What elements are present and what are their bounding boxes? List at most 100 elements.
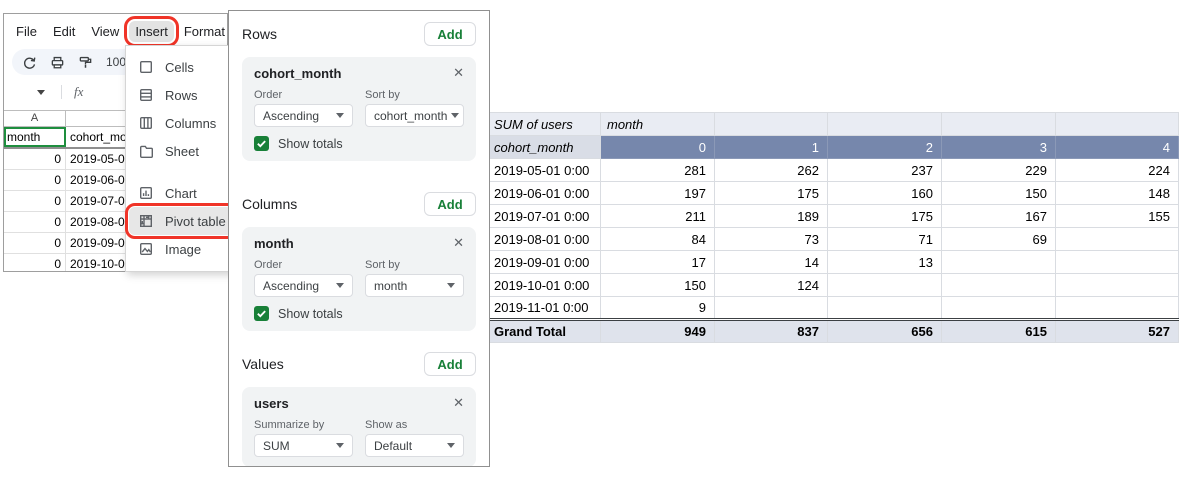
columns-add-button[interactable]: Add xyxy=(424,192,476,216)
summarize-by-select[interactable]: SUM xyxy=(254,434,353,457)
menu-file[interactable]: File xyxy=(16,23,37,39)
cell[interactable]: 150 xyxy=(941,181,1056,205)
order-select[interactable]: Ascending xyxy=(254,274,353,297)
row-label[interactable]: 2019-05-01 0:00 xyxy=(487,158,601,182)
cell[interactable]: 224 xyxy=(1055,158,1179,182)
cell[interactable]: 167 xyxy=(941,204,1056,228)
cell[interactable]: 155 xyxy=(1055,204,1179,228)
sort-by-select[interactable]: cohort_month xyxy=(365,104,464,127)
cell[interactable]: 160 xyxy=(827,181,942,205)
cell[interactable]: 69 xyxy=(941,227,1056,251)
cell[interactable]: 0 xyxy=(4,170,66,190)
cell[interactable] xyxy=(941,273,1056,297)
cell[interactable]: 0 xyxy=(4,233,66,253)
cell[interactable]: 0 xyxy=(4,149,66,169)
cell[interactable]: 189 xyxy=(714,204,828,228)
cell[interactable]: 281 xyxy=(600,158,715,182)
menu-item-sheet[interactable]: Sheet xyxy=(126,137,236,165)
pivot-corner-cell[interactable]: SUM of users xyxy=(487,112,601,136)
pivot-col-key[interactable]: 1 xyxy=(714,135,828,159)
pivot-col-key[interactable]: 4 xyxy=(1055,135,1179,159)
cell[interactable] xyxy=(941,296,1056,320)
cell[interactable] xyxy=(714,112,828,136)
cell[interactable] xyxy=(827,112,942,136)
zoom-level[interactable]: 100 xyxy=(106,55,127,69)
pivot-col-key[interactable]: 0 xyxy=(600,135,715,159)
grand-total-label[interactable]: Grand Total xyxy=(487,318,601,343)
name-box-caret-icon[interactable] xyxy=(37,89,45,95)
cell[interactable]: 73 xyxy=(714,227,828,251)
menu-item-rows[interactable]: Rows xyxy=(126,81,236,109)
cell[interactable]: 211 xyxy=(600,204,715,228)
cell[interactable]: 14 xyxy=(714,250,828,274)
menu-insert[interactable]: Insert xyxy=(124,15,179,47)
cell[interactable] xyxy=(1055,273,1179,297)
show-totals-checkbox[interactable] xyxy=(254,306,269,321)
cell[interactable]: 656 xyxy=(827,318,942,343)
print-icon[interactable] xyxy=(50,55,65,70)
pivot-col-field-cell[interactable]: month xyxy=(600,112,715,136)
menu-view[interactable]: View xyxy=(91,23,120,39)
cell[interactable]: 0 xyxy=(4,254,66,271)
menu-item-chart[interactable]: Chart xyxy=(126,179,236,207)
menu-format[interactable]: Format xyxy=(183,23,225,39)
redo-icon[interactable] xyxy=(22,55,37,70)
column-header-a[interactable]: A xyxy=(4,111,66,126)
cell[interactable] xyxy=(941,112,1056,136)
cell[interactable]: 0 xyxy=(4,212,66,232)
row-label[interactable]: 2019-11-01 0:00 xyxy=(487,296,601,320)
cell[interactable]: 237 xyxy=(827,158,942,182)
cell[interactable]: 148 xyxy=(1055,181,1179,205)
cell[interactable]: 13 xyxy=(827,250,942,274)
pivot-col-key[interactable]: 3 xyxy=(941,135,1056,159)
cell[interactable]: 9 xyxy=(600,296,715,320)
row-label[interactable]: 2019-07-01 0:00 xyxy=(487,204,601,228)
cell[interactable] xyxy=(714,296,828,320)
values-add-button[interactable]: Add xyxy=(424,352,476,376)
cell[interactable]: 175 xyxy=(827,204,942,228)
cell[interactable] xyxy=(1055,112,1179,136)
columns-section-title: Columns xyxy=(242,196,298,212)
close-icon[interactable]: ✕ xyxy=(453,65,464,80)
row-label[interactable]: 2019-08-01 0:00 xyxy=(487,227,601,251)
cell[interactable]: 84 xyxy=(600,227,715,251)
row-label[interactable]: 2019-09-01 0:00 xyxy=(487,250,601,274)
cell[interactable]: 0 xyxy=(4,191,66,211)
order-select[interactable]: Ascending xyxy=(254,104,353,127)
menu-item-cells[interactable]: Cells xyxy=(126,53,236,81)
cell[interactable] xyxy=(827,273,942,297)
show-totals-checkbox[interactable] xyxy=(254,136,269,151)
cell[interactable]: 262 xyxy=(714,158,828,182)
cell[interactable]: 949 xyxy=(600,318,715,343)
cell[interactable]: 71 xyxy=(827,227,942,251)
cell[interactable]: 527 xyxy=(1055,318,1179,343)
menu-edit[interactable]: Edit xyxy=(52,23,76,39)
paint-format-icon[interactable] xyxy=(78,55,93,70)
menu-item-columns[interactable]: Columns xyxy=(126,109,236,137)
close-icon[interactable]: ✕ xyxy=(453,235,464,250)
show-as-select[interactable]: Default xyxy=(365,434,464,457)
pivot-row-field-cell[interactable]: cohort_month xyxy=(487,135,601,159)
cell[interactable]: 124 xyxy=(714,273,828,297)
selected-cell-month[interactable]: month xyxy=(4,127,66,147)
cell[interactable] xyxy=(1055,296,1179,320)
cell[interactable]: 17 xyxy=(600,250,715,274)
cell[interactable]: 150 xyxy=(600,273,715,297)
cell[interactable] xyxy=(827,296,942,320)
rows-add-button[interactable]: Add xyxy=(424,22,476,46)
cell[interactable]: 837 xyxy=(714,318,828,343)
menu-item-pivot-table[interactable]: Pivot table xyxy=(125,203,237,239)
cell[interactable]: 615 xyxy=(941,318,1056,343)
pivot-col-key[interactable]: 2 xyxy=(827,135,942,159)
cell[interactable]: 175 xyxy=(714,181,828,205)
row-label[interactable]: 2019-10-01 0:00 xyxy=(487,273,601,297)
sort-by-select[interactable]: month xyxy=(365,274,464,297)
row-label[interactable]: 2019-06-01 0:00 xyxy=(487,181,601,205)
menu-item-image[interactable]: Image xyxy=(126,235,236,263)
close-icon[interactable]: ✕ xyxy=(453,395,464,410)
cell[interactable]: 229 xyxy=(941,158,1056,182)
cell[interactable] xyxy=(941,250,1056,274)
cell[interactable]: 197 xyxy=(600,181,715,205)
cell[interactable] xyxy=(1055,250,1179,274)
cell[interactable] xyxy=(1055,227,1179,251)
